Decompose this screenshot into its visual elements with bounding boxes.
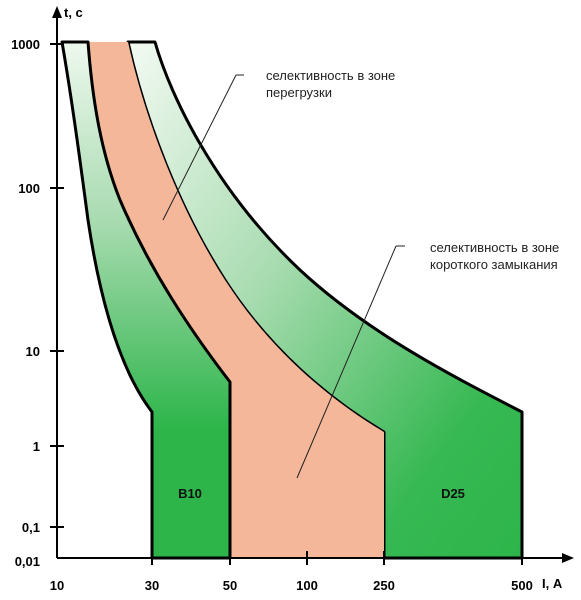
- y-ticks: [50, 43, 64, 528]
- d25-label: D25: [441, 486, 465, 501]
- x-axis-arrow: [562, 553, 574, 563]
- b10-label: B10: [178, 486, 202, 501]
- d25-tripping-band: [126, 40, 524, 560]
- y-tick-label: 1: [33, 439, 40, 454]
- x-tick-label: 250: [373, 578, 395, 593]
- selectivity-zone: [88, 42, 384, 558]
- x-tick-label: 100: [296, 578, 318, 593]
- y-tick-label: 10: [26, 344, 40, 359]
- overload-annotation-line2: перегрузки: [266, 85, 332, 100]
- y-tick-label: 100: [18, 181, 40, 196]
- overload-leader-line: [162, 74, 237, 221]
- x-tick-label: 10: [50, 578, 64, 593]
- short-circuit-leader-line: [296, 245, 397, 479]
- y-axis-arrow: [52, 6, 62, 18]
- short-circuit-annotation-line1: селективность в зоне: [430, 240, 559, 255]
- x-tick-label: 500: [511, 578, 533, 593]
- y-axis-title: t, с: [64, 5, 83, 20]
- y-tick-label: 1000: [11, 37, 40, 52]
- x-tick-label: 30: [145, 578, 159, 593]
- y-tick-label: 0,1: [22, 520, 40, 535]
- short-circuit-annotation-line2: короткого замыкания: [430, 257, 558, 272]
- x-tick-label: 50: [223, 578, 237, 593]
- y-tick-label: 0,01: [15, 554, 40, 569]
- x-ticks: [151, 551, 523, 565]
- x-axis-title: I, А: [542, 576, 563, 591]
- overload-annotation-line1: селективность в зоне: [266, 68, 395, 83]
